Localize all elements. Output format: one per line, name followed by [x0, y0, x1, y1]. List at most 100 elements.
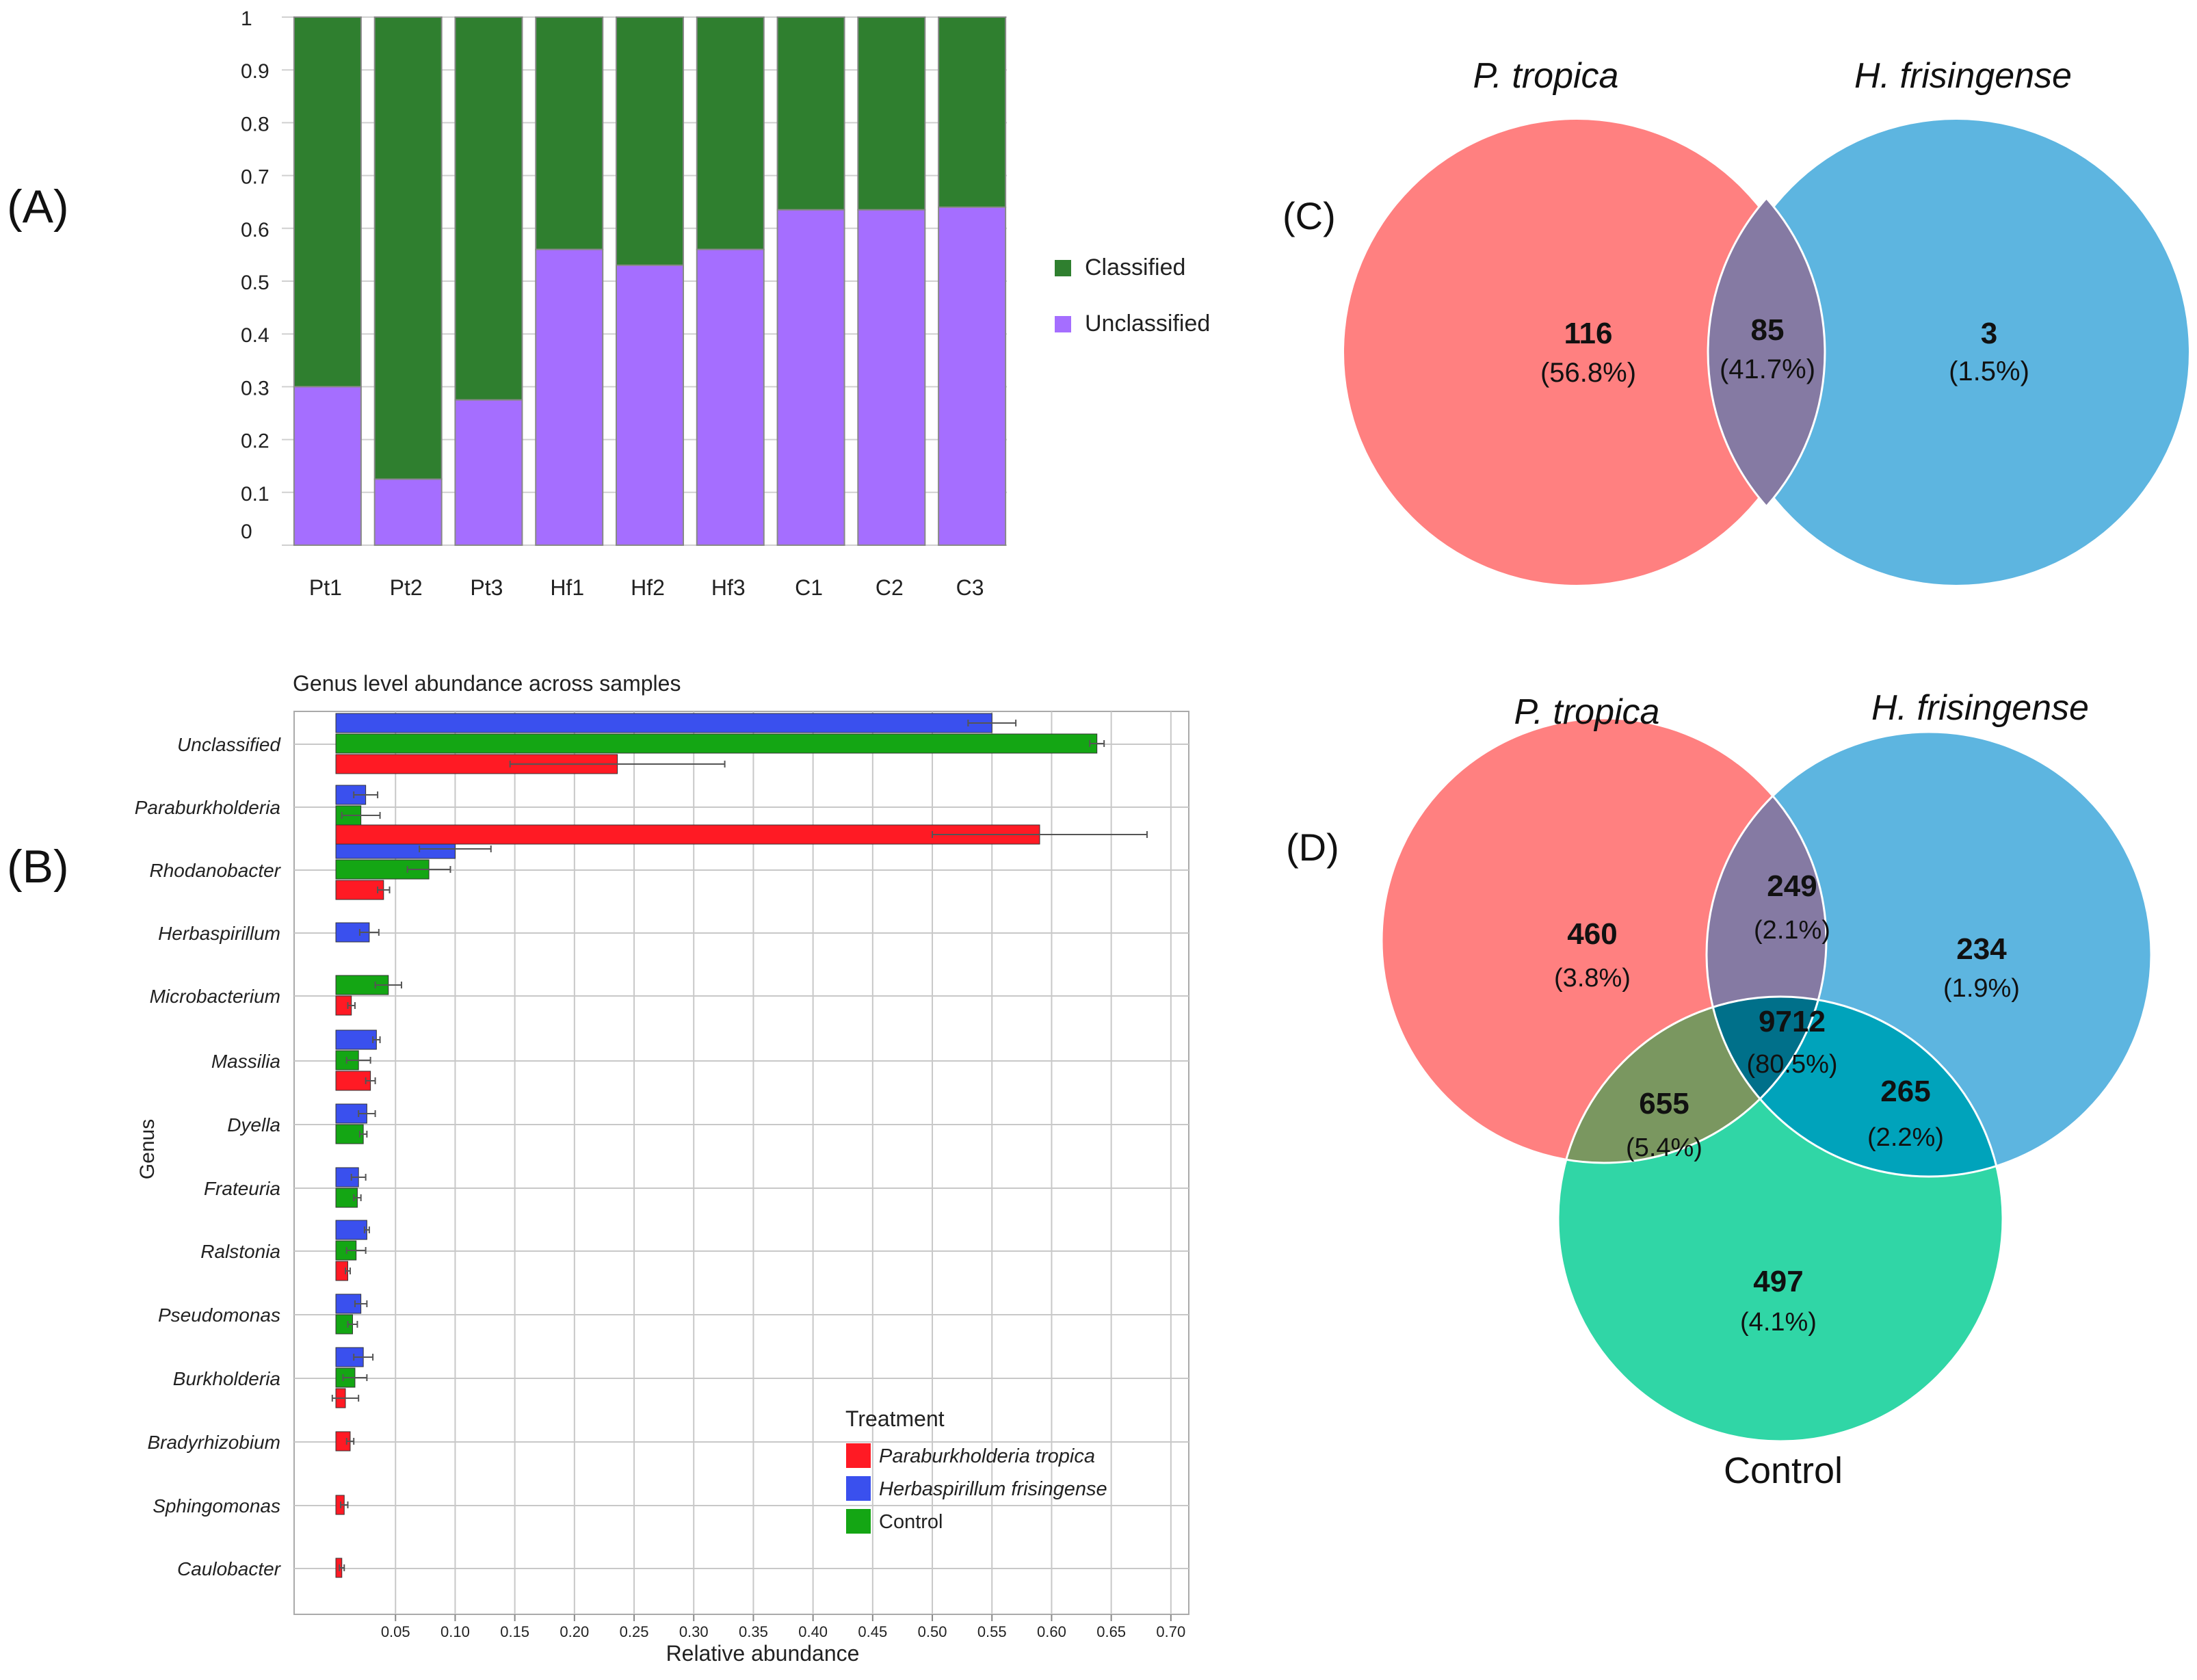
venn-c-overlap	[1708, 198, 1825, 507]
y-tick-label: Microbacterium	[150, 986, 280, 1007]
bar-classified	[857, 16, 926, 211]
x-tick-label: 0.70	[1156, 1623, 1185, 1640]
venn-d-labels: P. tropica H. frisingense Control 460 (3…	[1514, 688, 2089, 1491]
y-tick-label: Dyella	[227, 1114, 280, 1136]
x-tick-label: 0.55	[977, 1623, 1007, 1640]
y-tick-label: 0.2	[241, 430, 269, 453]
x-tick-label: 0.60	[1037, 1623, 1066, 1640]
x-tick-label: C3	[956, 575, 984, 600]
bar-paraburkholderia	[335, 1071, 371, 1091]
y-tick-label: Pseudomonas	[158, 1304, 280, 1326]
y-tick-label: 0.9	[241, 60, 269, 83]
legend-classified-label: Classified	[1085, 254, 1185, 280]
venn-c-percent-p-only: (56.8%)	[1540, 358, 1636, 388]
y-tick-label: 0	[241, 521, 252, 543]
bar-classified	[454, 16, 523, 401]
x-tick-label: Hf3	[711, 575, 746, 600]
bar-unclassified	[293, 386, 362, 547]
venn-c-circle-h-frisingense	[1724, 120, 2189, 585]
venn-d-percent-c-only: (4.1%)	[1740, 1308, 1817, 1337]
plot-frame	[293, 711, 1189, 1615]
venn-c-count-p-only: 116	[1564, 317, 1613, 350]
venn-c-circle-p-tropica	[1344, 120, 1809, 585]
x-tick-label: 0.40	[798, 1623, 828, 1640]
x-tick-label: 0.20	[560, 1623, 589, 1640]
legend-control-label: Control	[879, 1511, 943, 1533]
y-tick-label: Ralstonia	[200, 1241, 280, 1262]
venn-d-overlap-p-c	[1558, 997, 1826, 1163]
x-tick-label: 0.05	[381, 1623, 410, 1640]
panel-b-legend: Treatment Paraburkholderia tropica Herba…	[845, 1406, 1107, 1534]
x-tick-label: C2	[876, 575, 904, 600]
bar-control	[335, 1124, 364, 1144]
venn-d-percent-h-only: (1.9%)	[1943, 974, 2020, 1003]
x-tick-label: 0.35	[739, 1623, 768, 1640]
y-tick-label: Unclassified	[177, 734, 281, 755]
venn-d-percent-p-h: (2.1%)	[1754, 916, 1830, 945]
y-tick-label: 0.7	[241, 166, 269, 189]
venn-d-count-p-only: 460	[1567, 917, 1617, 951]
y-tick-label: 1	[241, 8, 252, 30]
venn-c-border	[1707, 197, 1767, 508]
bar-herbaspirillum	[335, 1029, 377, 1050]
x-tick-label: 0.65	[1096, 1623, 1126, 1640]
venn-d-count-h-c: 265	[1880, 1075, 1930, 1108]
legend-p-tropica-label: Paraburkholderia tropica	[879, 1445, 1095, 1467]
y-tick-label: Burkholderia	[173, 1368, 280, 1389]
legend-h-frisingense-swatch	[846, 1476, 871, 1501]
panel-label-a: (A)	[7, 181, 69, 233]
legend-title: Treatment	[845, 1406, 945, 1431]
venn-d-set-p-tropica: P. tropica	[1514, 692, 1660, 732]
bar-classified	[696, 16, 765, 250]
y-tick-label: 0.6	[241, 219, 269, 241]
bar-unclassified	[535, 248, 604, 546]
y-tick-label: Frateuria	[204, 1178, 280, 1199]
y-tick-label: Sphingomonas	[153, 1495, 280, 1517]
legend-h-frisingense-label: Herbaspirillum frisingense	[879, 1478, 1107, 1500]
venn-c-set-h-frisingense: H. frisingense	[1854, 56, 2072, 96]
bar-unclassified	[454, 399, 523, 547]
venn-d-count-p-h: 249	[1767, 869, 1817, 903]
venn-c-count-h-only: 3	[1981, 317, 1997, 350]
venn-d-percent-p-only: (3.8%)	[1554, 964, 1631, 993]
bar-unclassified	[616, 264, 684, 546]
venn-d-set-h-frisingense: H. frisingense	[1871, 688, 2089, 728]
legend-control-swatch	[846, 1509, 871, 1534]
x-tick-label: 0.30	[679, 1623, 709, 1640]
venn-d-percent-p-c: (5.4%)	[1626, 1133, 1702, 1162]
venn-d-outline	[1705, 731, 2153, 1178]
venn-d-outline	[1380, 717, 1828, 1164]
venn-d-count-p-c: 655	[1639, 1087, 1689, 1120]
y-tick-label: Caulobacter	[177, 1558, 282, 1579]
x-tick-label: Pt3	[470, 575, 503, 600]
y-tick-label: Bradyrhizobium	[147, 1432, 280, 1453]
x-tick-label: C1	[795, 575, 823, 600]
bar-p-tropica	[335, 824, 1040, 845]
bar-classified	[535, 16, 604, 250]
venn-c-set-p-tropica: P. tropica	[1473, 56, 1619, 96]
venn-c: P. tropica H. frisingense 116 (56.8%) 85…	[1344, 56, 2189, 585]
y-tick-label: 0.4	[241, 324, 269, 347]
bar-unclassified	[696, 248, 765, 546]
bar-classified	[776, 16, 845, 211]
panel-label-c: (C)	[1282, 194, 1336, 237]
x-tick-label: 0.25	[620, 1623, 649, 1640]
venn-d-percent-h-c: (2.2%)	[1867, 1123, 1944, 1152]
venn-d-overlap-p-c-group	[1558, 997, 1826, 1163]
x-tick-label: 0.10	[440, 1623, 470, 1640]
panel-a-legend: Classified Unclassified	[1055, 254, 1210, 337]
bar-control	[335, 733, 1098, 754]
x-tick-label: 0.15	[500, 1623, 529, 1640]
y-tick-label: Paraburkholderia	[135, 797, 280, 818]
y-tick-label: 0.5	[241, 272, 269, 294]
panel-label-b: (B)	[7, 841, 69, 893]
legend-unclassified-swatch	[1055, 316, 1071, 332]
y-tick-label: Herbaspirillum	[158, 923, 280, 944]
bar-classified	[616, 16, 684, 266]
venn-d-outline	[1557, 995, 2004, 1443]
venn-d-count-all: 9712	[1759, 1005, 1826, 1038]
panel-b-title: Genus level abundance across samples	[293, 671, 681, 696]
bar-herbaspirillum	[335, 713, 992, 733]
bar-unclassified	[776, 209, 845, 546]
